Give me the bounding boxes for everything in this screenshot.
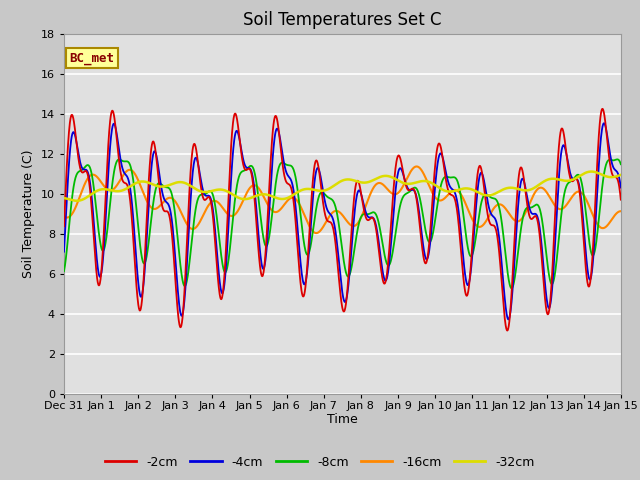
-32cm [588,168,595,174]
-8cm [287,163,295,169]
Title: Soil Temperatures Set C: Soil Temperatures Set C [243,11,442,29]
-2cm [617,197,625,203]
-32cm [73,198,81,204]
-2cm [92,264,100,269]
-4cm [440,160,448,166]
-8cm [614,156,621,162]
-8cm [268,210,276,216]
-4cm [60,249,68,254]
Line: -16cm: -16cm [64,167,621,233]
-8cm [617,161,625,167]
-16cm [60,214,68,219]
-8cm [508,286,515,291]
X-axis label: Time: Time [327,413,358,426]
Line: -8cm: -8cm [64,159,621,288]
-16cm [92,173,100,179]
-32cm [179,180,187,185]
-16cm [312,230,320,236]
-8cm [179,279,187,285]
-16cm [413,164,420,169]
-32cm [60,195,68,201]
-16cm [617,208,625,214]
Line: -2cm: -2cm [64,109,621,331]
-32cm [287,193,295,199]
-4cm [600,120,608,126]
-2cm [290,202,298,207]
-8cm [92,203,100,209]
-8cm [60,268,68,274]
-16cm [179,213,187,219]
-8cm [440,175,448,180]
-2cm [504,328,511,334]
-4cm [287,178,295,183]
-32cm [291,192,298,197]
Line: -32cm: -32cm [64,171,621,201]
-4cm [290,190,298,196]
-8cm [290,168,298,174]
-4cm [179,310,187,316]
-16cm [268,208,276,214]
Y-axis label: Soil Temperature (C): Soil Temperature (C) [22,149,35,278]
-2cm [598,106,606,112]
-16cm [287,195,295,201]
-32cm [617,172,625,178]
-32cm [269,193,276,199]
-16cm [441,195,449,201]
-32cm [440,188,448,193]
-2cm [179,312,187,317]
-16cm [290,195,298,201]
-2cm [287,185,295,191]
Line: -4cm: -4cm [64,123,621,319]
-4cm [268,160,276,166]
Text: BC_met: BC_met [70,51,115,65]
-4cm [504,316,512,322]
-2cm [60,223,68,229]
-32cm [92,188,100,194]
-2cm [268,134,276,140]
Legend: -2cm, -4cm, -8cm, -16cm, -32cm: -2cm, -4cm, -8cm, -16cm, -32cm [100,451,540,474]
-4cm [92,246,100,252]
-2cm [440,165,448,170]
-4cm [617,185,625,191]
